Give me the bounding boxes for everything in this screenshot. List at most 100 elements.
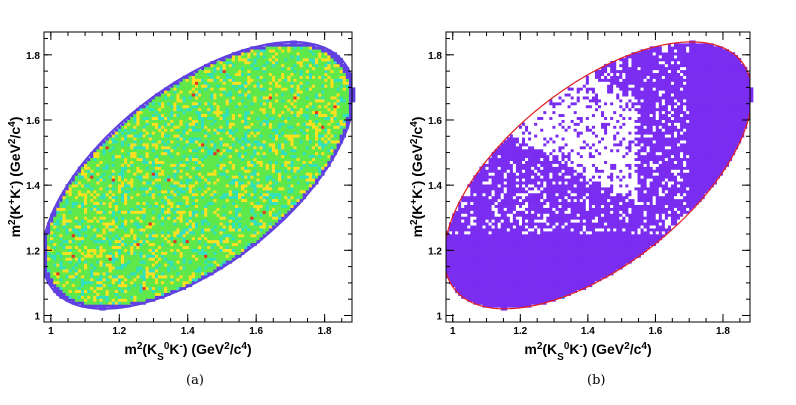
- heatmap-cell: [271, 169, 276, 173]
- heatmap-cell: [188, 201, 193, 205]
- heatmap-cell: [204, 119, 208, 123]
- heatmap-cell: [234, 210, 239, 214]
- heatmap-cell: [96, 248, 100, 252]
- heatmap-cell: [176, 122, 180, 126]
- heatmap-cell: [188, 239, 193, 244]
- heatmap-cell: [68, 269, 73, 273]
- heatmap-cell: [127, 245, 131, 249]
- heatmap-cell: [241, 75, 245, 79]
- heatmap-cell: [275, 184, 279, 188]
- heatmap-cell: [164, 110, 168, 115]
- heatmap-cell: [191, 75, 196, 79]
- heatmap-cell: [173, 131, 177, 135]
- heatmap-cell: [278, 190, 282, 194]
- heatmap-cell: [293, 137, 297, 141]
- heatmap-cell: [253, 231, 257, 235]
- heatmap-cell: [179, 125, 183, 129]
- heatmap-cell: [213, 122, 217, 126]
- heatmap-cell: [210, 198, 214, 203]
- heatmap-cell: [62, 236, 66, 241]
- heatmap-cell: [130, 116, 134, 120]
- heatmap-cell: [173, 266, 177, 270]
- heatmap-cell: [154, 140, 159, 144]
- heatmap-cell: [176, 163, 180, 167]
- heatmap-cell: [151, 286, 156, 291]
- heatmap-cell: [262, 104, 267, 109]
- heatmap-cell: [68, 280, 73, 285]
- heatmap-cell: [111, 187, 116, 191]
- heatmap-cell: [90, 272, 94, 276]
- heatmap-cell: [121, 207, 125, 211]
- heatmap-cell: [80, 184, 85, 188]
- heatmap-cell: [231, 107, 236, 112]
- heatmap-cell: [216, 61, 220, 65]
- heatmap-cell: [130, 239, 134, 244]
- heatmap-cell: [90, 163, 94, 167]
- heatmap-cell: [136, 166, 140, 170]
- heatmap-cell: [161, 275, 165, 279]
- heatmap-cell: [247, 178, 251, 182]
- heatmap-cell: [68, 207, 73, 211]
- heatmap-cell: [84, 184, 88, 188]
- heatmap-cell: [259, 69, 263, 74]
- heatmap-cell: [188, 231, 193, 235]
- heatmap-cell: [170, 125, 174, 129]
- heatmap-cell: [259, 84, 263, 88]
- heatmap-cell: [253, 198, 257, 203]
- heatmap-cell: [247, 192, 251, 197]
- heatmap-cell: [213, 266, 217, 270]
- heatmap-cell: [271, 166, 276, 170]
- heatmap-cell: [238, 190, 242, 194]
- heatmap-cell: [133, 116, 137, 120]
- heatmap-cell: [130, 207, 134, 211]
- heatmap-cell: [167, 234, 171, 238]
- heatmap-cell: [241, 213, 245, 217]
- heatmap-cell: [133, 222, 137, 226]
- heatmap-cell: [262, 190, 267, 194]
- heatmap-cell: [234, 128, 239, 132]
- heatmap-cell: [253, 187, 257, 191]
- heatmap-cell: [188, 166, 193, 170]
- heatmap-cell: [96, 154, 100, 159]
- heatmap-cell: [275, 84, 279, 88]
- heatmap-cell: [290, 163, 294, 167]
- heatmap-cell: [71, 198, 76, 203]
- heatmap-cell: [121, 201, 125, 205]
- heatmap-cell: [90, 184, 94, 188]
- heatmap-cell: [278, 219, 282, 223]
- heatmap-cell: [198, 160, 202, 164]
- heatmap-cell: [198, 195, 202, 200]
- heatmap-cell: [225, 122, 230, 126]
- heatmap-cell: [268, 93, 273, 97]
- heatmap-cell: [198, 96, 202, 100]
- heatmap-cell: [127, 128, 131, 132]
- heatmap-cell: [207, 134, 211, 138]
- heatmap-cell: [275, 187, 279, 191]
- heatmap-cell: [157, 225, 162, 229]
- heatmap-cell: [145, 192, 150, 197]
- heatmap-cell: [105, 286, 109, 291]
- heatmap-cell: [182, 231, 186, 235]
- heatmap-cell: [121, 295, 125, 299]
- heatmap-cell: [278, 184, 282, 188]
- heatmap-cell: [216, 93, 220, 97]
- heatmap-cell: [145, 198, 150, 203]
- heatmap-cell: [161, 213, 165, 217]
- heatmap-cell: [111, 178, 116, 182]
- heatmap-cell: [216, 69, 220, 74]
- heatmap-cell: [93, 269, 97, 273]
- heatmap-cell: [278, 78, 282, 82]
- heatmap-cell: [194, 187, 199, 191]
- heatmap-cell: [167, 128, 171, 132]
- heatmap-cell: [194, 178, 199, 182]
- heatmap-cell: [231, 245, 236, 249]
- heatmap-cell: [216, 228, 220, 232]
- heatmap-cell: [157, 239, 162, 244]
- heatmap-cell: [219, 236, 223, 241]
- heatmap-cell: [268, 154, 273, 159]
- heatmap-cell: [117, 266, 122, 270]
- heatmap-cell: [124, 131, 128, 135]
- heatmap-cell: [90, 175, 94, 179]
- heatmap-cell: [102, 148, 106, 153]
- heatmap-cell: [154, 116, 159, 120]
